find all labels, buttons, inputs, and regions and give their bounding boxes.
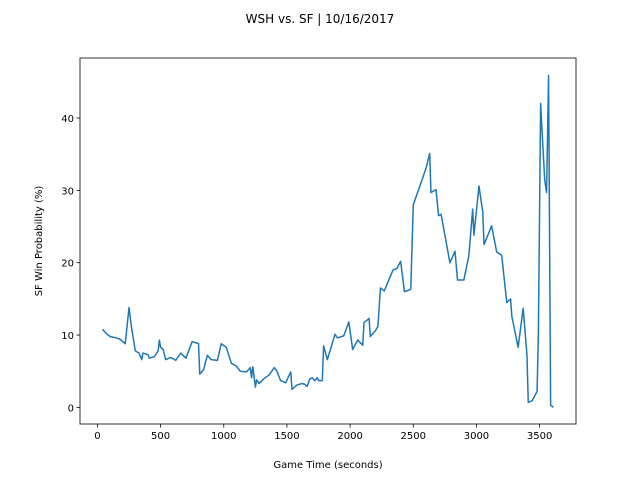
y-tick-label: 20 (61, 259, 74, 270)
y-tick-label: 0 (68, 403, 74, 414)
x-tick-label: 3500 (527, 431, 552, 442)
y-axis-label: SF Win Probability (%) (34, 186, 45, 297)
plot-frame (79, 57, 577, 425)
y-tick-label: 30 (61, 186, 74, 197)
x-tick-label: 2500 (401, 431, 426, 442)
x-tick-label: 1000 (211, 431, 236, 442)
x-tick-label: 1500 (274, 431, 299, 442)
x-tick-label: 500 (151, 431, 170, 442)
chart-title: WSH vs. SF | 10/16/2017 (246, 12, 395, 26)
x-axis-label: Game Time (seconds) (273, 460, 382, 471)
y-tick-label: 40 (61, 114, 74, 125)
x-tick-label: 2000 (337, 431, 362, 442)
y-tick-label: 10 (61, 331, 74, 342)
x-tick-label: 3000 (464, 431, 489, 442)
x-tick-label: 0 (94, 431, 100, 442)
data-line (101, 74, 554, 408)
